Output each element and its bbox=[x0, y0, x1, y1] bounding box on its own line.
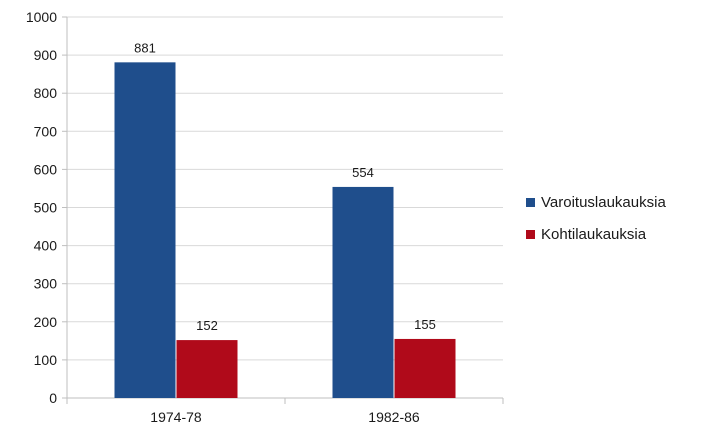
y-tick-label: 1000 bbox=[26, 9, 57, 25]
y-tick-label: 600 bbox=[34, 161, 58, 177]
bar-series-2 bbox=[176, 340, 238, 398]
x-tick-label: 1982-86 bbox=[368, 409, 420, 425]
legend-swatch-series-1 bbox=[526, 197, 535, 207]
legend-label-series-2: Kohtilaukauksia bbox=[541, 225, 647, 243]
bar-series-2 bbox=[394, 338, 456, 398]
bar-series-1 bbox=[332, 186, 394, 398]
y-tick-label: 0 bbox=[49, 390, 57, 406]
y-tick-label: 900 bbox=[34, 47, 58, 63]
bar-series-1 bbox=[114, 62, 176, 399]
labels: 0 100 200 300 400 500 600 700 800 900 1000 881 152 19… bbox=[26, 9, 436, 425]
y-tick-label: 800 bbox=[34, 85, 58, 101]
y-tick-label: 500 bbox=[34, 200, 58, 216]
y-tick-label: 100 bbox=[34, 352, 58, 368]
y-tick-label: 400 bbox=[34, 238, 58, 254]
bars bbox=[114, 62, 456, 399]
data-label: 155 bbox=[414, 317, 436, 332]
legend-swatch-series-2 bbox=[526, 229, 535, 239]
y-tick-label: 300 bbox=[34, 276, 58, 292]
y-tick-label: 200 bbox=[34, 314, 58, 330]
x-tick-label: 1974-78 bbox=[150, 409, 202, 425]
y-tick-label: 700 bbox=[34, 123, 58, 139]
legend: Varoituslaukauksia Kohtilaukauksia bbox=[526, 192, 666, 256]
legend-item: Kohtilaukauksia bbox=[526, 224, 666, 244]
legend-label-series-1: Varoituslaukauksia bbox=[541, 193, 666, 211]
data-label: 881 bbox=[134, 40, 156, 55]
data-label: 554 bbox=[352, 165, 374, 180]
data-label: 152 bbox=[196, 318, 218, 333]
legend-item: Varoituslaukauksia bbox=[526, 192, 666, 212]
